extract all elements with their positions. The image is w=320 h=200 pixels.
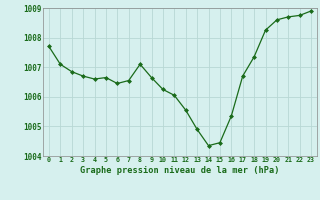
X-axis label: Graphe pression niveau de la mer (hPa): Graphe pression niveau de la mer (hPa) bbox=[80, 166, 280, 175]
